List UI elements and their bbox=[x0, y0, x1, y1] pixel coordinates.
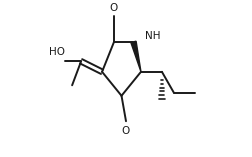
Text: NH: NH bbox=[145, 31, 160, 41]
Text: HO: HO bbox=[49, 47, 65, 57]
Text: O: O bbox=[121, 126, 129, 136]
Text: O: O bbox=[109, 3, 117, 13]
Polygon shape bbox=[131, 41, 141, 72]
